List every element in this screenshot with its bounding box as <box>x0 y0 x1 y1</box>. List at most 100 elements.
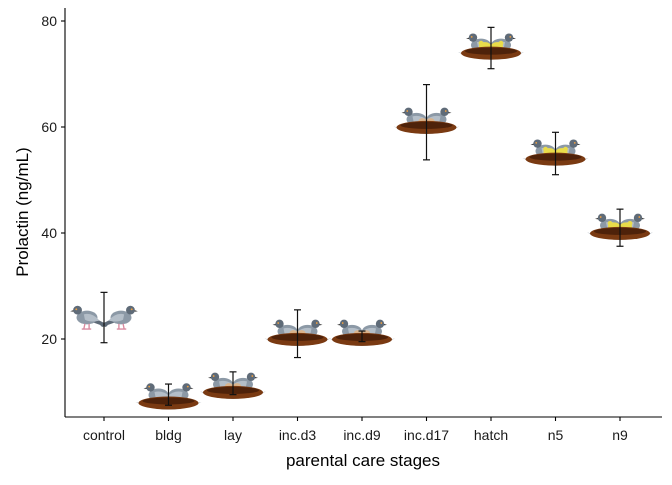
chick-head <box>607 220 613 226</box>
chick-head <box>563 146 568 152</box>
pigeon-eye <box>130 308 133 311</box>
pigeon-head <box>182 383 191 392</box>
x-tick-label: control <box>83 427 125 443</box>
pigeon-head <box>246 372 256 382</box>
pigeon-wing <box>83 313 100 322</box>
pigeon-head <box>146 383 155 392</box>
pigeon-leg <box>122 323 125 330</box>
pigeons-incubating-eggs-icon <box>264 319 331 346</box>
tick-marks: 20 40 60 80 control bldg lay inc.d3 inc.d9 inc.d1… <box>41 13 628 443</box>
pigeon-beak <box>134 310 138 312</box>
error-bar-control <box>100 291 108 344</box>
pigeon-eye <box>380 322 383 324</box>
error-bar-inc.d9 <box>358 330 366 343</box>
pigeon-eye <box>341 322 344 324</box>
pigeon-beak <box>513 37 516 40</box>
pigeons-incubating-eggs-icon <box>393 107 460 134</box>
pigeon-eye <box>444 110 447 112</box>
x-tick-label: inc.d17 <box>404 427 449 443</box>
pigeon-eye <box>535 141 538 144</box>
pigeon-head <box>404 107 413 117</box>
error-bar-lay <box>229 371 237 396</box>
pigeon-beak <box>337 323 340 326</box>
pigeon-beak <box>530 143 534 146</box>
y-tick-label: 60 <box>41 119 57 135</box>
pigeon-head <box>533 139 542 148</box>
y-tick-label: 80 <box>41 13 57 29</box>
pigeon-head <box>440 107 449 117</box>
pigeon-head <box>633 213 643 223</box>
pigeon-beak <box>448 111 452 114</box>
pigeon-head <box>339 319 349 329</box>
pigeon-head <box>597 213 607 223</box>
pigeon-eye <box>470 35 473 38</box>
pigeons-incubating-eggs-icon <box>329 319 395 346</box>
y-axis-title: Prolactin (ng/mL) <box>13 147 32 276</box>
pigeon-beak <box>384 323 387 326</box>
pigeon-eye <box>212 375 215 377</box>
x-tick-label: inc.d9 <box>343 427 381 443</box>
pigeon-eye <box>573 141 576 144</box>
pigeon-wing <box>108 313 125 322</box>
pigeon-head <box>569 139 578 148</box>
axes <box>64 8 662 418</box>
pigeon-eye <box>406 110 409 112</box>
y-tick-label: 20 <box>41 331 57 347</box>
x-tick-label: bldg <box>155 427 181 443</box>
pigeon-head <box>126 305 135 315</box>
error-bars <box>100 26 624 406</box>
x-tick-label: lay <box>224 427 242 443</box>
pigeon-eye <box>509 35 512 38</box>
x-axis-title: parental care stages <box>286 451 440 470</box>
chick-head <box>543 146 548 152</box>
pigeon-eye <box>277 322 280 324</box>
y-tick-label: 40 <box>41 225 57 241</box>
x-tick-label: hatch <box>474 427 508 443</box>
pigeon-eye <box>315 322 318 324</box>
pigeon-head <box>73 305 82 315</box>
pigeon-beak <box>401 111 405 114</box>
pigeon-eye <box>148 385 151 388</box>
error-bar-n9 <box>616 208 624 247</box>
pigeon-eye <box>75 308 78 311</box>
data-markers <box>70 33 653 410</box>
pigeon-beak <box>319 323 323 326</box>
pigeon-head <box>504 33 514 42</box>
pigeon-wing <box>167 391 183 398</box>
pigeon-head <box>275 319 284 329</box>
chick-head <box>627 220 633 226</box>
pigeon-eye <box>638 216 641 218</box>
pigeon-eye <box>251 375 254 377</box>
error-bar-hatch <box>487 26 495 70</box>
pigeon-beak <box>595 217 598 220</box>
pigeon-head <box>375 319 385 329</box>
pigeon-beak <box>577 143 581 146</box>
x-tick-label: inc.d3 <box>279 427 317 443</box>
x-tick-label: n5 <box>548 427 564 443</box>
pigeon-eye <box>186 385 189 388</box>
standing-pigeon-icon <box>70 305 108 330</box>
pigeon-wing <box>154 391 170 398</box>
pigeon-head <box>311 319 320 329</box>
pair-of-pigeons-icon <box>70 305 138 330</box>
pigeon-beak <box>208 376 211 379</box>
pigeon-beak <box>466 37 469 40</box>
pigeon-leg <box>83 323 86 330</box>
error-bar-n5 <box>552 131 559 176</box>
pigeon-beak <box>70 310 74 312</box>
pigeon-beak <box>255 376 258 379</box>
chick-head <box>498 40 504 46</box>
x-tick-label: n9 <box>612 427 628 443</box>
error-bar-bldg <box>165 383 172 406</box>
pigeon-beak <box>143 387 147 389</box>
standing-pigeon-icon <box>100 305 138 330</box>
pigeon-head <box>210 372 220 382</box>
pigeon-beak <box>190 387 194 389</box>
pigeon-beak <box>642 217 645 220</box>
pigeon-beak <box>272 323 276 326</box>
error-bar-inc.d17 <box>423 83 430 161</box>
pigeon-head <box>468 33 478 42</box>
pigeon-eye <box>599 216 602 218</box>
